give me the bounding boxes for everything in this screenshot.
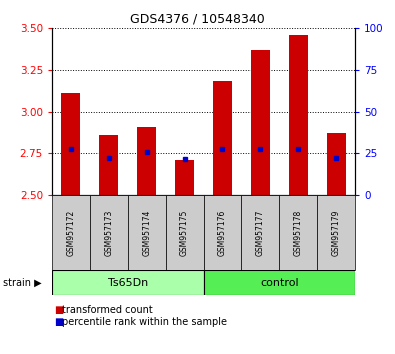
Text: GSM957175: GSM957175 bbox=[180, 209, 189, 256]
Bar bbox=[241, 195, 279, 270]
Text: transformed count: transformed count bbox=[62, 305, 153, 315]
Bar bbox=[100, 135, 118, 195]
Text: strain ▶: strain ▶ bbox=[3, 278, 41, 287]
Text: percentile rank within the sample: percentile rank within the sample bbox=[62, 317, 227, 327]
Bar bbox=[52, 195, 90, 270]
Text: GSM957177: GSM957177 bbox=[256, 209, 265, 256]
Text: GSM957176: GSM957176 bbox=[218, 209, 227, 256]
Bar bbox=[128, 195, 166, 270]
Text: GSM957179: GSM957179 bbox=[331, 209, 340, 256]
Text: GSM957174: GSM957174 bbox=[142, 209, 151, 256]
Bar bbox=[251, 50, 270, 195]
Bar bbox=[203, 195, 241, 270]
Bar bbox=[213, 81, 232, 195]
Bar bbox=[137, 126, 156, 195]
Text: GSM957178: GSM957178 bbox=[294, 209, 303, 256]
Bar bbox=[175, 160, 194, 195]
Text: GDS4376 / 10548340: GDS4376 / 10548340 bbox=[130, 12, 265, 25]
Text: control: control bbox=[260, 278, 299, 287]
Bar bbox=[166, 195, 203, 270]
Bar bbox=[317, 195, 355, 270]
Text: GSM957172: GSM957172 bbox=[66, 209, 75, 256]
Text: GSM957173: GSM957173 bbox=[104, 209, 113, 256]
Bar bbox=[90, 195, 128, 270]
Text: ■: ■ bbox=[54, 317, 63, 327]
Text: ■: ■ bbox=[54, 305, 63, 315]
Bar bbox=[203, 270, 355, 295]
Text: Ts65Dn: Ts65Dn bbox=[107, 278, 148, 287]
Bar bbox=[52, 270, 203, 295]
Bar bbox=[327, 133, 346, 195]
Bar bbox=[279, 195, 317, 270]
Bar bbox=[62, 93, 81, 195]
Bar bbox=[289, 35, 308, 195]
